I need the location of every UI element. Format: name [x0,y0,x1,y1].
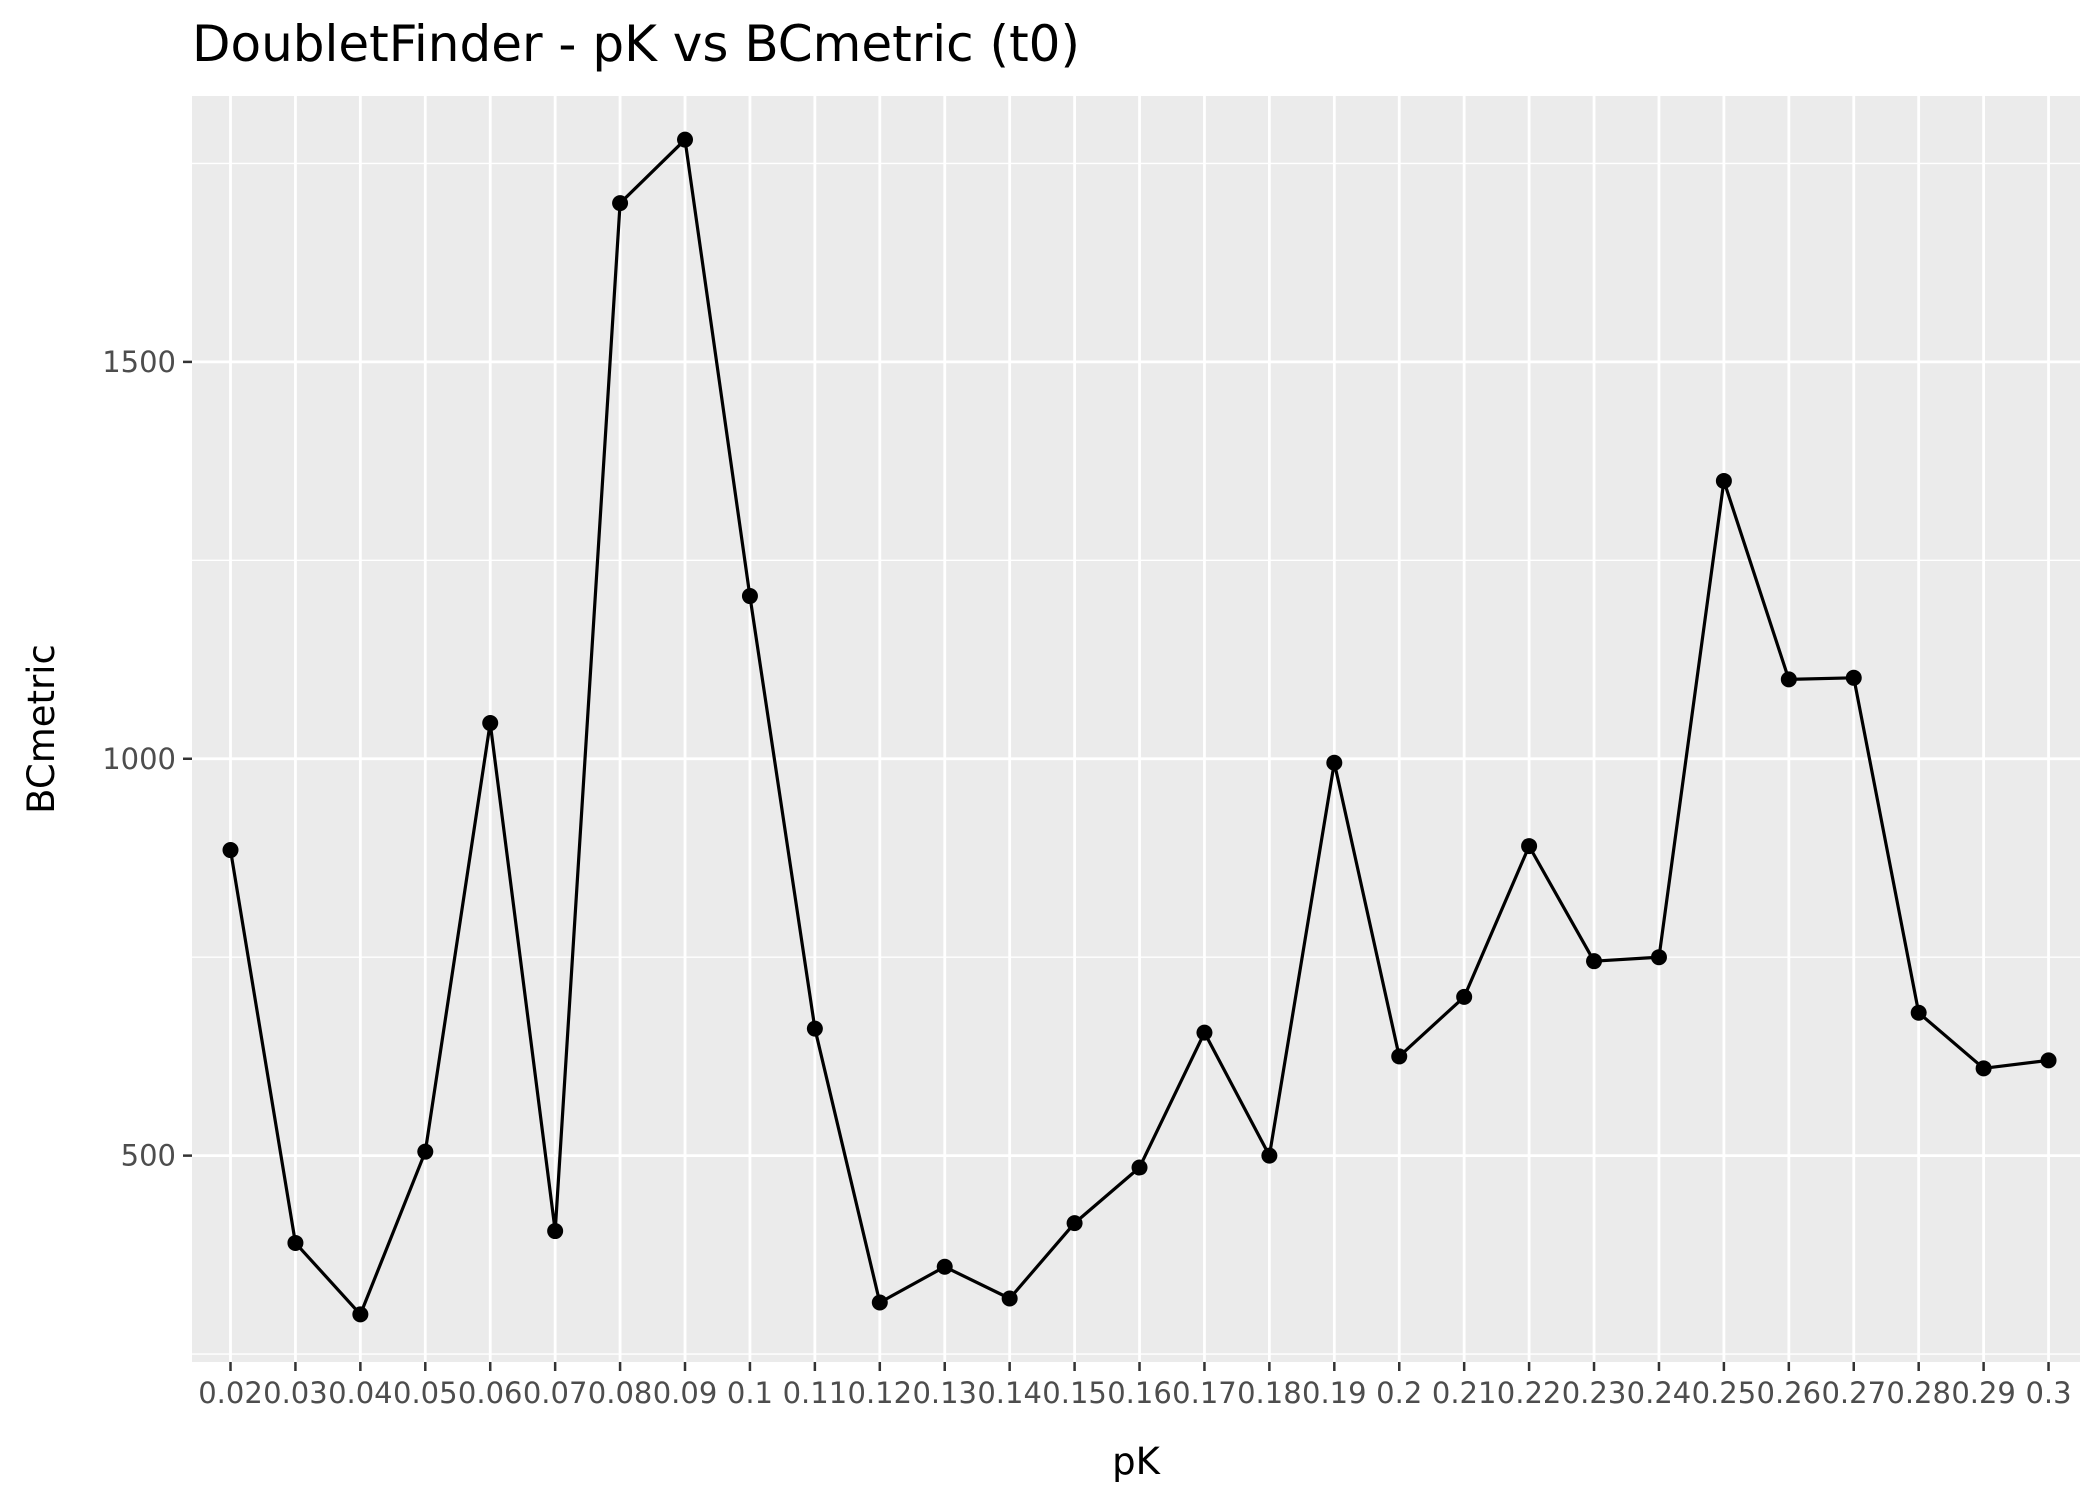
y-tick-label: 500 [121,1139,176,1173]
data-point [1715,472,1732,489]
y-tick-label: 1000 [102,742,176,776]
x-tick-label: 0.07 [523,1376,588,1410]
x-tick-label: 0.18 [1237,1376,1302,1410]
x-tick-label: 0.09 [653,1376,718,1410]
data-point [1521,838,1538,855]
x-tick-label: 0.2 [1376,1376,1422,1410]
x-axis: 0.02 0.03 0.04 0.05 0.06 0.07 0.08 0.09 0.1 0.11 0… [198,1362,2072,1410]
data-point [677,131,694,148]
x-tick-label: 0.06 [458,1376,523,1410]
data-point [1066,1215,1083,1232]
x-tick-label: 0.03 [263,1376,328,1410]
x-tick-label: 0.15 [1042,1376,1107,1410]
x-tick-label: 0.25 [1692,1376,1757,1410]
x-tick-label: 0.13 [912,1376,977,1410]
x-tick-label: 0.12 [848,1376,913,1410]
x-tick-label: 0.16 [1107,1376,1172,1410]
data-point [352,1306,369,1323]
plot-panel [192,96,2080,1362]
x-tick-label: 0.17 [1172,1376,1237,1410]
x-tick-label: 0.26 [1757,1376,1822,1410]
x-tick-label: 0.29 [1951,1376,2016,1410]
data-point [1326,754,1343,771]
y-axis: 500 1000 1500 [102,345,192,1173]
x-tick-label: 0.04 [328,1376,393,1410]
x-tick-label: 0.05 [393,1376,458,1410]
data-point [1650,949,1667,966]
x-axis-title: pK [1112,1440,1161,1483]
x-tick-label: 0.28 [1886,1376,1951,1410]
data-point [1845,669,1862,686]
x-tick-label: 0.21 [1432,1376,1497,1410]
data-point [222,842,239,859]
data-point [1910,1004,1927,1021]
x-tick-label: 0.23 [1562,1376,1627,1410]
x-tick-label: 0.1 [727,1376,773,1410]
grid-minor [192,162,2080,1355]
data-point [936,1258,953,1275]
x-tick-label: 0.08 [588,1376,653,1410]
data-point [612,195,629,212]
data-point [1975,1060,1992,1077]
data-point [1001,1290,1018,1307]
data-point [871,1294,888,1311]
data-point [1456,988,1473,1005]
data-point [482,715,499,732]
data-point [1131,1159,1148,1176]
x-tick-label: 0.3 [2025,1376,2071,1410]
chart-title: DoubletFinder - pK vs BCmetric (t0) [192,15,1080,73]
x-tick-label: 0.02 [198,1376,263,1410]
x-tick-label: 0.14 [977,1376,1042,1410]
data-point [741,588,758,605]
data-point [1196,1024,1213,1041]
data-point [806,1020,823,1037]
data-point [1391,1048,1408,1065]
data-point [547,1223,564,1240]
x-tick-label: 0.19 [1302,1376,1367,1410]
x-tick-label: 0.27 [1821,1376,1886,1410]
y-axis-title: BCmetric [20,644,63,814]
x-tick-label: 0.11 [783,1376,848,1410]
data-point [1586,953,1603,970]
data-point [1261,1147,1278,1164]
data-points [222,131,2057,1323]
y-tick-label: 1500 [102,345,176,379]
x-tick-label: 0.24 [1627,1376,1692,1410]
data-point [1780,671,1797,688]
data-point [287,1234,304,1251]
x-tick-label: 0.22 [1497,1376,1562,1410]
data-point [417,1143,434,1160]
data-point [2040,1052,2057,1069]
